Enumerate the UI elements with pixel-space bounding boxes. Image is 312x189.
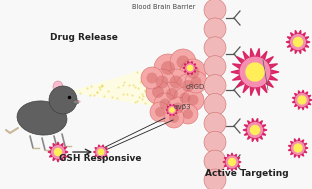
Polygon shape xyxy=(68,60,175,110)
Polygon shape xyxy=(292,90,312,110)
Circle shape xyxy=(182,89,204,111)
Circle shape xyxy=(298,96,306,104)
Circle shape xyxy=(167,97,189,119)
Circle shape xyxy=(152,86,164,98)
Circle shape xyxy=(55,149,61,156)
Circle shape xyxy=(154,93,176,115)
Polygon shape xyxy=(94,145,109,159)
Circle shape xyxy=(180,59,206,85)
Circle shape xyxy=(204,0,226,21)
Circle shape xyxy=(52,146,64,158)
Circle shape xyxy=(141,67,163,89)
Circle shape xyxy=(294,37,303,46)
Circle shape xyxy=(204,131,226,153)
Circle shape xyxy=(188,94,198,105)
Circle shape xyxy=(98,149,104,155)
Circle shape xyxy=(251,125,260,135)
Circle shape xyxy=(204,18,226,40)
Circle shape xyxy=(160,82,184,106)
Circle shape xyxy=(292,142,304,154)
Circle shape xyxy=(246,63,264,81)
Polygon shape xyxy=(183,61,197,75)
Circle shape xyxy=(174,87,196,109)
Text: cRGD: cRGD xyxy=(186,84,205,90)
Text: Active Targeting: Active Targeting xyxy=(205,169,288,178)
Circle shape xyxy=(155,75,168,88)
Circle shape xyxy=(204,112,226,134)
Circle shape xyxy=(204,37,226,59)
Circle shape xyxy=(187,66,199,78)
Polygon shape xyxy=(286,30,310,54)
Circle shape xyxy=(149,69,175,95)
Text: GSH Responsive: GSH Responsive xyxy=(59,154,141,163)
Circle shape xyxy=(159,98,170,109)
Text: Drug Release: Drug Release xyxy=(50,33,118,42)
Circle shape xyxy=(96,147,106,157)
Circle shape xyxy=(240,57,270,87)
Circle shape xyxy=(169,75,183,88)
Polygon shape xyxy=(48,142,68,162)
Circle shape xyxy=(178,104,198,124)
Circle shape xyxy=(204,150,226,172)
Polygon shape xyxy=(231,48,279,96)
Text: αvβ3: αvβ3 xyxy=(174,104,192,110)
Circle shape xyxy=(186,64,194,72)
Polygon shape xyxy=(223,153,241,171)
Circle shape xyxy=(49,86,77,114)
Circle shape xyxy=(161,61,175,75)
Circle shape xyxy=(170,108,174,112)
Ellipse shape xyxy=(73,100,79,104)
Circle shape xyxy=(177,56,189,68)
Circle shape xyxy=(226,156,238,168)
Circle shape xyxy=(183,109,193,119)
Polygon shape xyxy=(288,138,308,158)
Circle shape xyxy=(176,74,200,98)
Circle shape xyxy=(170,49,196,75)
Circle shape xyxy=(147,73,158,84)
Circle shape xyxy=(164,108,184,128)
Circle shape xyxy=(204,93,226,115)
Circle shape xyxy=(185,71,207,93)
Circle shape xyxy=(248,123,262,137)
Circle shape xyxy=(294,144,302,152)
Circle shape xyxy=(154,54,182,82)
Ellipse shape xyxy=(17,101,67,135)
Circle shape xyxy=(204,74,226,97)
Polygon shape xyxy=(166,104,178,116)
Circle shape xyxy=(204,56,226,78)
Text: Blood Brain Barrier: Blood Brain Barrier xyxy=(132,4,196,10)
Ellipse shape xyxy=(53,81,63,93)
Polygon shape xyxy=(243,118,267,142)
Circle shape xyxy=(291,35,305,49)
Circle shape xyxy=(166,88,178,100)
Circle shape xyxy=(182,80,194,92)
Circle shape xyxy=(188,66,193,70)
Circle shape xyxy=(163,69,189,95)
Circle shape xyxy=(228,159,236,166)
Circle shape xyxy=(146,80,170,104)
Circle shape xyxy=(155,107,165,117)
Circle shape xyxy=(296,94,308,106)
Circle shape xyxy=(150,102,170,122)
Circle shape xyxy=(169,113,179,123)
Circle shape xyxy=(173,102,183,114)
Circle shape xyxy=(204,169,226,189)
Circle shape xyxy=(168,106,176,114)
Circle shape xyxy=(179,92,191,104)
Circle shape xyxy=(191,77,202,88)
